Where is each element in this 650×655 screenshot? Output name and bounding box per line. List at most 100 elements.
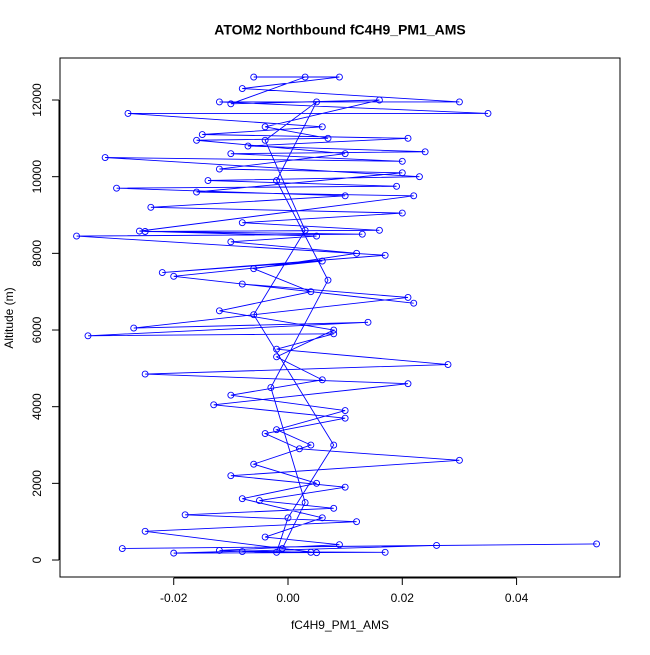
data-point [227, 150, 235, 158]
data-point [101, 154, 109, 161]
data-point [215, 165, 223, 173]
data-point [124, 109, 132, 117]
data-point [301, 499, 309, 506]
data-point [210, 401, 218, 409]
data-point [421, 148, 429, 156]
data-point [364, 318, 372, 326]
data-point [113, 184, 121, 192]
data-point [330, 504, 338, 512]
data-point [227, 238, 235, 246]
data-point [318, 514, 326, 522]
data-point [593, 540, 601, 548]
data-point [261, 136, 269, 144]
data-point [244, 142, 252, 150]
y-tick-label: 8000 [30, 240, 44, 267]
data-point [273, 426, 281, 434]
data-point [204, 177, 212, 184]
data-point [375, 226, 383, 234]
data-point [353, 249, 361, 257]
data-point [353, 518, 361, 526]
data-point [250, 265, 258, 273]
data-point [330, 441, 338, 449]
data-point [267, 384, 275, 391]
data-point [227, 100, 235, 108]
data-line [76, 76, 597, 554]
data-point [313, 479, 321, 487]
data-point [335, 73, 343, 81]
data-point [318, 123, 326, 131]
data-point [198, 131, 206, 138]
x-tick-label: 0.02 [391, 591, 415, 605]
data-point [273, 345, 281, 353]
data-point [255, 497, 263, 505]
data-point [410, 299, 418, 307]
data-point [118, 545, 126, 552]
data-point [84, 332, 92, 340]
data-point [238, 85, 246, 92]
data-point [324, 276, 332, 284]
data-point [398, 157, 406, 165]
data-point [227, 472, 235, 480]
data-point [341, 192, 349, 200]
y-tick-label: 12000 [30, 83, 44, 117]
data-point [301, 226, 309, 234]
data-point [273, 353, 281, 361]
x-tick-label: -0.02 [160, 591, 188, 605]
data-point [261, 430, 269, 437]
data-point [261, 533, 269, 541]
data-point [250, 73, 258, 81]
y-tick-label: 4000 [30, 393, 44, 420]
data-point [250, 311, 258, 319]
data-point [318, 257, 326, 265]
data-point [238, 280, 246, 288]
data-point [193, 188, 201, 196]
data-point [227, 391, 235, 399]
data-point [238, 219, 246, 227]
data-point [307, 288, 315, 296]
data-point [341, 150, 349, 158]
data-point [158, 269, 166, 276]
data-point [307, 441, 315, 449]
data-point [335, 541, 343, 549]
data-point [278, 545, 286, 552]
data-point [318, 376, 326, 384]
data-point [341, 407, 349, 414]
x-axis-label: fC4H9_PM1_AMS [291, 618, 389, 632]
plot-frame [59, 57, 621, 578]
data-point [135, 227, 143, 235]
data-point [393, 182, 401, 190]
y-tick-label: 10000 [30, 160, 44, 194]
data-point [398, 209, 406, 217]
data-point [181, 511, 189, 519]
data-point [330, 330, 338, 338]
x-tick-label: 0.00 [276, 591, 300, 605]
data-point [404, 134, 412, 142]
data-point [73, 232, 81, 240]
x-tick-label: 0.04 [505, 591, 529, 605]
data-point [330, 326, 338, 334]
data-point [433, 542, 441, 549]
y-tick-label: 0 [30, 556, 44, 563]
data-point [301, 73, 309, 81]
data-point [170, 549, 178, 557]
data-point [313, 98, 321, 106]
data-point [381, 548, 389, 556]
data-point [130, 324, 138, 332]
data-point [273, 548, 281, 556]
data-point [415, 173, 423, 181]
data-point [261, 123, 269, 131]
data-point [358, 230, 366, 238]
data-point [444, 361, 452, 368]
data-point [147, 203, 155, 211]
data-point [193, 136, 201, 144]
data-point [341, 483, 349, 491]
data-point [215, 98, 223, 106]
data-point [170, 272, 178, 280]
data-point [238, 548, 246, 556]
data-point [284, 514, 292, 522]
data-point [295, 445, 303, 453]
data-point [313, 232, 321, 240]
y-tick-label: 6000 [30, 316, 44, 343]
y-tick-label: 2000 [30, 470, 44, 497]
